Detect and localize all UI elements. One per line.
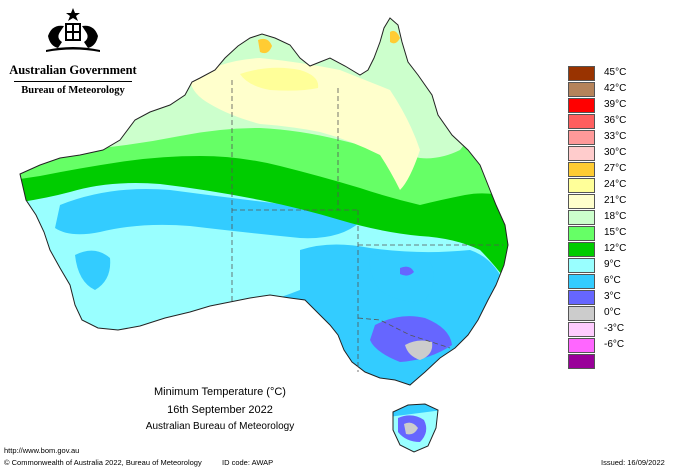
state-borders bbox=[231, 80, 503, 372]
map-source: Australian Bureau of Meteorology bbox=[145, 421, 295, 432]
legend-row: 27°C bbox=[568, 162, 663, 177]
legend-label: 6°C bbox=[604, 275, 621, 286]
legend-swatch bbox=[568, 178, 595, 193]
zone-24c bbox=[240, 67, 319, 91]
bureau-title: Bureau of Meteorology bbox=[21, 85, 125, 96]
legend-row: 0°C bbox=[568, 306, 663, 321]
zone-6c-west bbox=[75, 250, 111, 290]
zone-tas-0c bbox=[404, 422, 418, 435]
legend-row: 39°C bbox=[568, 98, 663, 113]
legend-label: 36°C bbox=[604, 115, 627, 126]
legend-row: 9°C bbox=[568, 258, 663, 273]
legend-row bbox=[568, 354, 663, 369]
legend-row: 24°C bbox=[568, 178, 663, 193]
legend-swatch bbox=[568, 130, 595, 145]
legend-label: 45°C bbox=[604, 67, 627, 78]
legend-label: 15°C bbox=[604, 227, 627, 238]
legend-swatch bbox=[568, 258, 595, 273]
zone-21c bbox=[190, 58, 420, 190]
legend-swatch bbox=[568, 66, 595, 81]
legend-label: 9°C bbox=[604, 259, 621, 270]
zone-0c-alps bbox=[405, 340, 433, 360]
legend-label: -6°C bbox=[604, 339, 625, 350]
legend-label: 33°C bbox=[604, 131, 627, 142]
footer-id-code: ID code: AWAP bbox=[222, 458, 274, 467]
legend-label: 21°C bbox=[604, 195, 627, 206]
zone-27c bbox=[258, 38, 272, 54]
map-title: Minimum Temperature (°C) bbox=[154, 386, 286, 398]
mainland-coastline bbox=[19, 17, 509, 386]
legend-row: 18°C bbox=[568, 210, 663, 225]
legend-swatch bbox=[568, 306, 595, 321]
legend-swatch bbox=[568, 226, 595, 241]
legend-swatch bbox=[568, 114, 595, 129]
footer-issued: Issued: 16/09/2022 bbox=[601, 458, 665, 467]
map-date: 16th September 2022 bbox=[167, 404, 273, 416]
legend-label: 30°C bbox=[604, 147, 627, 158]
legend-swatch bbox=[568, 194, 595, 209]
coat-of-arms-icon bbox=[46, 8, 100, 52]
legend-row: 45°C bbox=[568, 66, 663, 81]
legend-swatch bbox=[568, 82, 595, 97]
legend-label: 39°C bbox=[604, 99, 627, 110]
zone-3c-south bbox=[370, 316, 452, 362]
legend-row: 21°C bbox=[568, 194, 663, 209]
legend-swatch bbox=[568, 338, 595, 353]
legend-label: 27°C bbox=[604, 163, 627, 174]
legend-row: 42°C bbox=[568, 82, 663, 97]
legend-swatch bbox=[568, 162, 595, 177]
legend-swatch bbox=[568, 290, 595, 305]
legend-row: 36°C bbox=[568, 114, 663, 129]
legend-row: 30°C bbox=[568, 146, 663, 161]
legend-swatch bbox=[568, 274, 595, 289]
zone-27c-cape bbox=[390, 30, 400, 44]
legend-label: -3°C bbox=[604, 323, 625, 334]
footer-url[interactable]: http://www.bom.gov.au bbox=[4, 446, 80, 455]
legend-label: 42°C bbox=[604, 83, 627, 94]
zone-3c-small bbox=[400, 266, 414, 276]
legend-swatch bbox=[568, 210, 595, 225]
legend-label: 3°C bbox=[604, 291, 621, 302]
legend-label: 12°C bbox=[604, 243, 627, 254]
legend-row: 12°C bbox=[568, 242, 663, 257]
legend-row: 3°C bbox=[568, 290, 663, 305]
legend-swatch bbox=[568, 354, 595, 369]
footer-copyright: © Commonwealth of Australia 2022, Bureau… bbox=[4, 458, 202, 467]
legend-row: -6°C bbox=[568, 338, 663, 353]
government-title: Australian Government bbox=[9, 63, 137, 77]
zone-6c-band bbox=[55, 189, 360, 239]
header-divider bbox=[14, 81, 132, 82]
zone-6c-east bbox=[369, 253, 434, 302]
legend-row: 15°C bbox=[568, 226, 663, 241]
government-logo: Australian Government Bureau of Meteorol… bbox=[8, 6, 138, 98]
tasmania-coastline bbox=[392, 403, 439, 453]
legend-row: 33°C bbox=[568, 130, 663, 145]
legend-swatch bbox=[568, 242, 595, 257]
legend-row: -3°C bbox=[568, 322, 663, 337]
legend-row: 6°C bbox=[568, 274, 663, 289]
legend-label: 24°C bbox=[604, 179, 627, 190]
legend-swatch bbox=[568, 98, 595, 113]
legend-swatch bbox=[568, 322, 595, 337]
legend-label: 18°C bbox=[604, 211, 627, 222]
legend-swatch bbox=[568, 146, 595, 161]
legend-label: 0°C bbox=[604, 307, 621, 318]
